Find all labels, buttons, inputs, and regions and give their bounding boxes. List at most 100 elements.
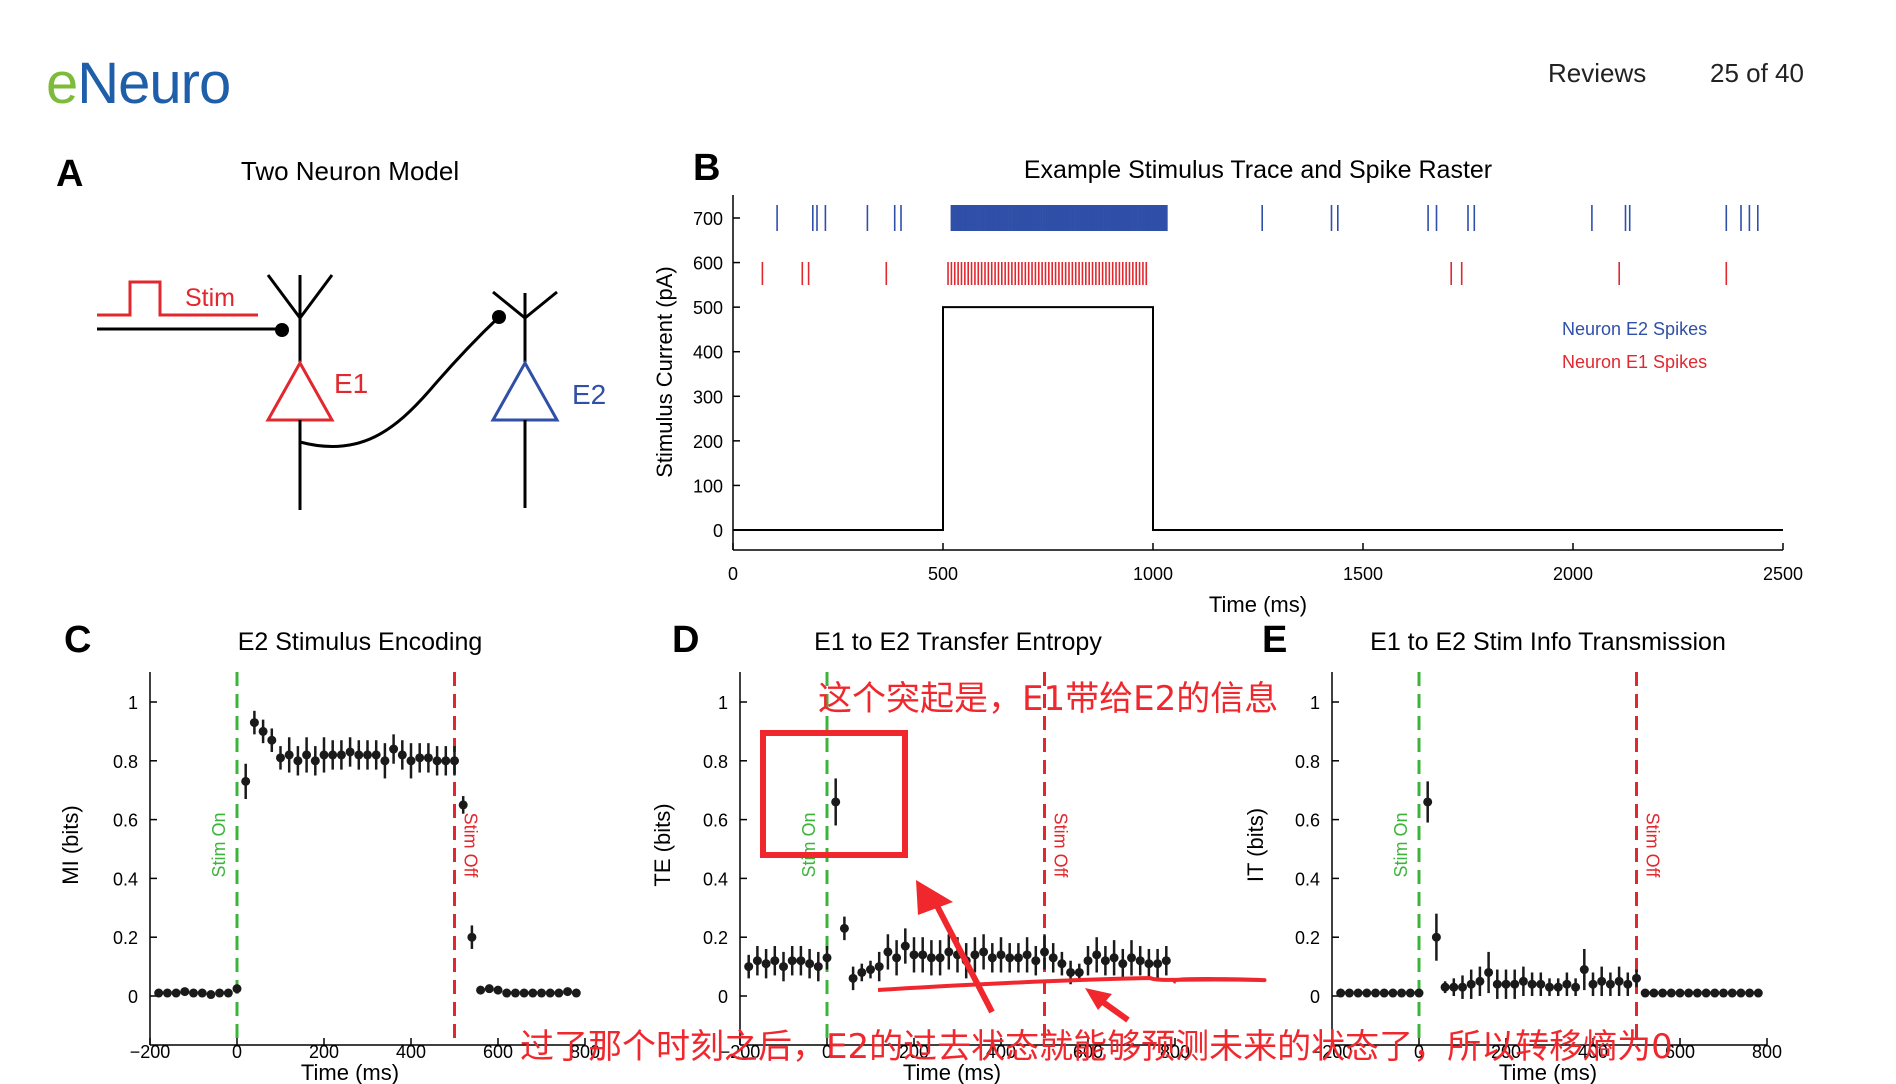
data-point [1518, 976, 1528, 986]
stim-on-label: Stim On [1391, 812, 1411, 877]
panel-a-letter: A [56, 153, 83, 195]
data-point [197, 988, 207, 998]
data-point [215, 988, 225, 998]
panel-b-ytick-label: 200 [693, 432, 723, 452]
data-point [1753, 988, 1763, 998]
data-point [1614, 976, 1624, 986]
panel-b-ytick-label: 0 [713, 521, 723, 541]
data-point [1553, 982, 1563, 992]
data-point [1022, 950, 1032, 960]
ytick-label: 1 [718, 693, 728, 713]
panel-d-letter: D [672, 619, 699, 661]
synapse-e1 [275, 323, 289, 337]
data-point [839, 923, 849, 933]
box-note: 这个突起是，E1带给E2的信息 [818, 679, 1278, 719]
data-point [1466, 979, 1476, 989]
data-point [1362, 988, 1372, 998]
panel-d-marks: 0 0.2 0.4 0.6 0.8 1 −200 0 200 400 600 800 Stim On St… [703, 672, 1190, 1062]
stim-label: Stim [185, 284, 235, 312]
panel-b-xlabel: Time (ms) [1209, 592, 1307, 617]
panel-e: E E1 to E2 Stim Info Transmission Time (… [1243, 619, 1782, 1084]
ytick-label: 0.6 [113, 811, 138, 831]
data-point [1510, 979, 1520, 989]
data-point [1397, 988, 1407, 998]
data-point [857, 967, 867, 977]
highlight-box [760, 730, 908, 858]
data-point [397, 750, 407, 760]
data-point [336, 750, 346, 760]
synapse-e2 [492, 310, 506, 324]
e1-soma [265, 359, 335, 422]
arrow-shaft-2 [1098, 997, 1130, 1023]
data-point [554, 988, 564, 998]
ytick-label: 0.4 [113, 869, 138, 889]
journal-logo: eNeuro [46, 51, 231, 116]
data-point [528, 988, 538, 998]
data-point [310, 756, 320, 766]
data-point [1031, 956, 1041, 966]
e1-to-e2-connection [299, 315, 501, 448]
panel-c-marks: 0 0.2 0.4 0.6 0.8 1 −200 0 200 400 600 800 Stim On St… [113, 672, 600, 1062]
data-point [571, 988, 581, 998]
data-point [363, 750, 372, 760]
e1-dendrites [266, 274, 334, 362]
data-point [1048, 953, 1058, 963]
data-point [502, 988, 512, 998]
data-point [319, 750, 329, 760]
data-point [1588, 979, 1598, 989]
data-point [380, 756, 390, 766]
data-point [892, 953, 902, 963]
arrow-head-1 [916, 880, 953, 915]
panel-c-title: E2 Stimulus Encoding [238, 628, 483, 656]
ytick-label: 0.8 [703, 752, 728, 772]
legend-e1: Neuron E1 Spikes [1562, 352, 1707, 372]
panel-e-letter: E [1262, 619, 1287, 661]
data-point [1684, 988, 1694, 998]
stim-off-label: Stim Off [1051, 813, 1071, 879]
data-point [284, 750, 294, 760]
data-point [241, 776, 251, 786]
stim-off-label: Stim Off [1643, 813, 1663, 879]
ytick-label: 0.6 [703, 811, 728, 831]
data-point [371, 750, 381, 760]
data-point [848, 973, 858, 983]
data-point [866, 965, 875, 975]
data-point [1605, 979, 1615, 989]
data-point [519, 988, 529, 998]
data-point [354, 750, 364, 760]
data-point [249, 718, 259, 728]
xtick-label: 600 [483, 1042, 513, 1062]
panel-e-marks: 0 0.2 0.4 0.6 0.8 1 −200 0 200 400 600 800 Stim On St… [1295, 672, 1782, 1062]
data-point [545, 988, 555, 998]
stim-on-label: Stim On [209, 812, 229, 877]
data-point [267, 735, 277, 745]
data-point [1562, 979, 1572, 989]
data-point [1692, 988, 1702, 998]
data-point [787, 956, 797, 966]
xtick-label: 0 [1414, 1042, 1424, 1062]
data-point [1013, 953, 1023, 963]
data-point [970, 950, 980, 960]
data-point [415, 753, 425, 763]
panel-b-ytick-label: 500 [693, 298, 723, 318]
data-point [805, 959, 815, 969]
panel-c: C E2 Stimulus Encoding Time (ms) MI (bit… [58, 619, 600, 1084]
panel-b-xtick-label: 500 [928, 564, 958, 584]
data-point [979, 947, 989, 957]
data-point [476, 985, 486, 995]
xtick-label: 400 [986, 1042, 1016, 1062]
ytick-label: 0.2 [1295, 928, 1320, 948]
stim-pulse [97, 280, 258, 317]
xtick-label: 0 [822, 1042, 832, 1062]
xtick-label: 400 [1578, 1042, 1608, 1062]
panel-e-title: E1 to E2 Stim Info Transmission [1370, 628, 1726, 656]
data-point [1440, 982, 1450, 992]
xtick-label: 800 [1752, 1042, 1782, 1062]
stim-off-label: Stim Off [461, 813, 481, 879]
data-point [900, 941, 910, 951]
data-point [813, 962, 823, 972]
data-point [171, 988, 181, 998]
data-point [1336, 988, 1346, 998]
panel-c-ylabel: MI (bits) [58, 805, 83, 884]
